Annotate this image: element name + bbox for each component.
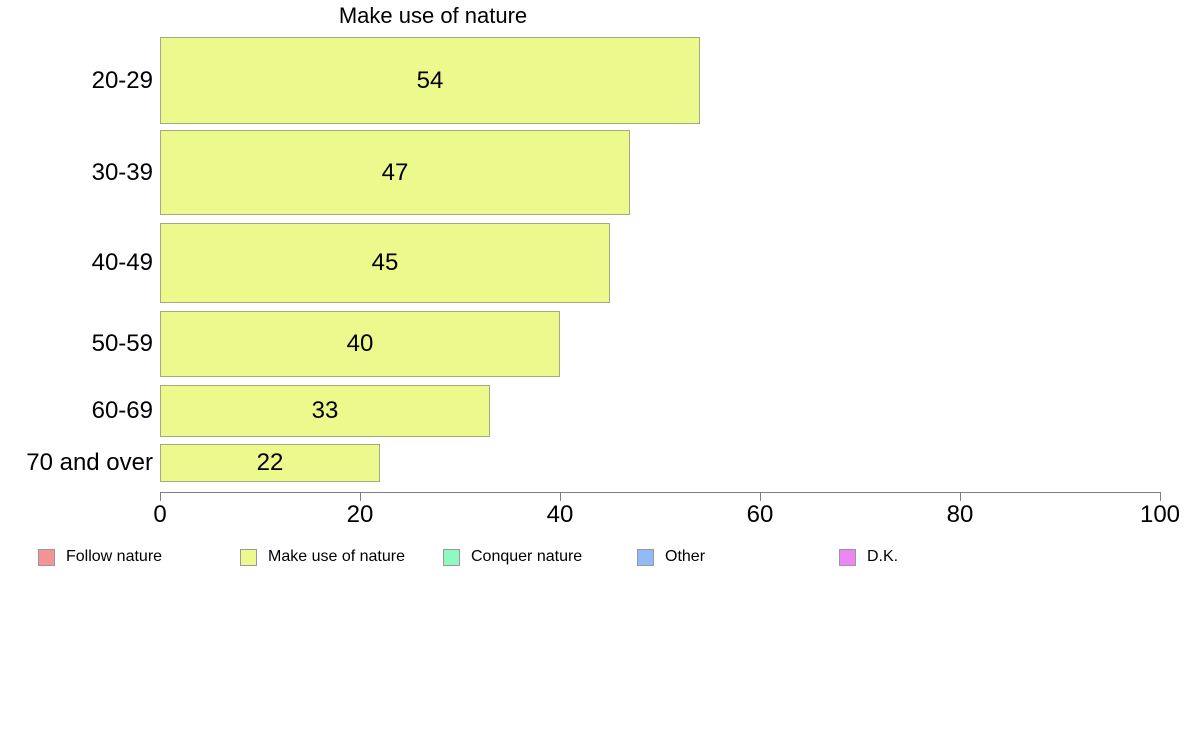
legend-swatch — [443, 548, 460, 566]
x-axis-tick-label: 40 — [546, 501, 574, 528]
legend-item: Follow nature — [38, 547, 162, 567]
x-axis-line — [160, 492, 1161, 493]
legend-item: Make use of nature — [240, 547, 405, 567]
legend-label: Make use of nature — [268, 548, 405, 565]
legend-label: Follow nature — [66, 548, 163, 565]
y-axis-label: 70 and over — [26, 449, 153, 476]
x-axis-tick — [1160, 492, 1161, 501]
legend-item: D.K. — [839, 547, 898, 567]
bar: 40 — [160, 311, 560, 377]
legend-item: Other — [637, 547, 705, 567]
x-axis-tick — [560, 492, 561, 501]
legend-swatch — [38, 548, 55, 566]
x-axis-tick-label: 0 — [153, 501, 167, 528]
bar-value-label: 47 — [381, 158, 409, 186]
legend-label: Conquer nature — [471, 548, 583, 565]
legend-label: Other — [665, 548, 706, 565]
legend-label: D.K. — [867, 548, 899, 565]
legend-item: Conquer nature — [443, 547, 582, 567]
chart-title: Make use of nature — [338, 3, 528, 28]
bar: 22 — [160, 444, 380, 482]
bar-value-label: 22 — [256, 449, 284, 476]
legend-swatch — [240, 548, 257, 566]
bar: 33 — [160, 385, 490, 437]
x-axis-tick — [360, 492, 361, 501]
legend-swatch — [839, 548, 856, 566]
y-axis-label: 20-29 — [91, 66, 153, 94]
bar: 54 — [160, 37, 700, 124]
bar-value-label: 40 — [346, 330, 374, 357]
bar-value-label: 54 — [416, 66, 444, 94]
x-axis-tick — [960, 492, 961, 501]
x-axis-tick — [760, 492, 761, 501]
y-axis-label: 30-39 — [91, 158, 153, 186]
x-axis-tick-label: 20 — [346, 501, 374, 528]
y-axis-label: 40-49 — [91, 249, 153, 276]
bar: 45 — [160, 223, 610, 303]
x-axis-tick-label: 60 — [746, 501, 774, 528]
bar: 47 — [160, 130, 630, 215]
bar-value-label: 45 — [371, 249, 399, 276]
x-axis-tick — [160, 492, 161, 501]
legend-swatch — [637, 548, 654, 566]
y-axis-label: 50-59 — [91, 330, 153, 357]
x-axis-tick-label: 100 — [1139, 501, 1181, 528]
bar-value-label: 33 — [311, 397, 339, 424]
x-axis-tick-label: 80 — [946, 501, 974, 528]
y-axis-label: 60-69 — [91, 397, 153, 424]
